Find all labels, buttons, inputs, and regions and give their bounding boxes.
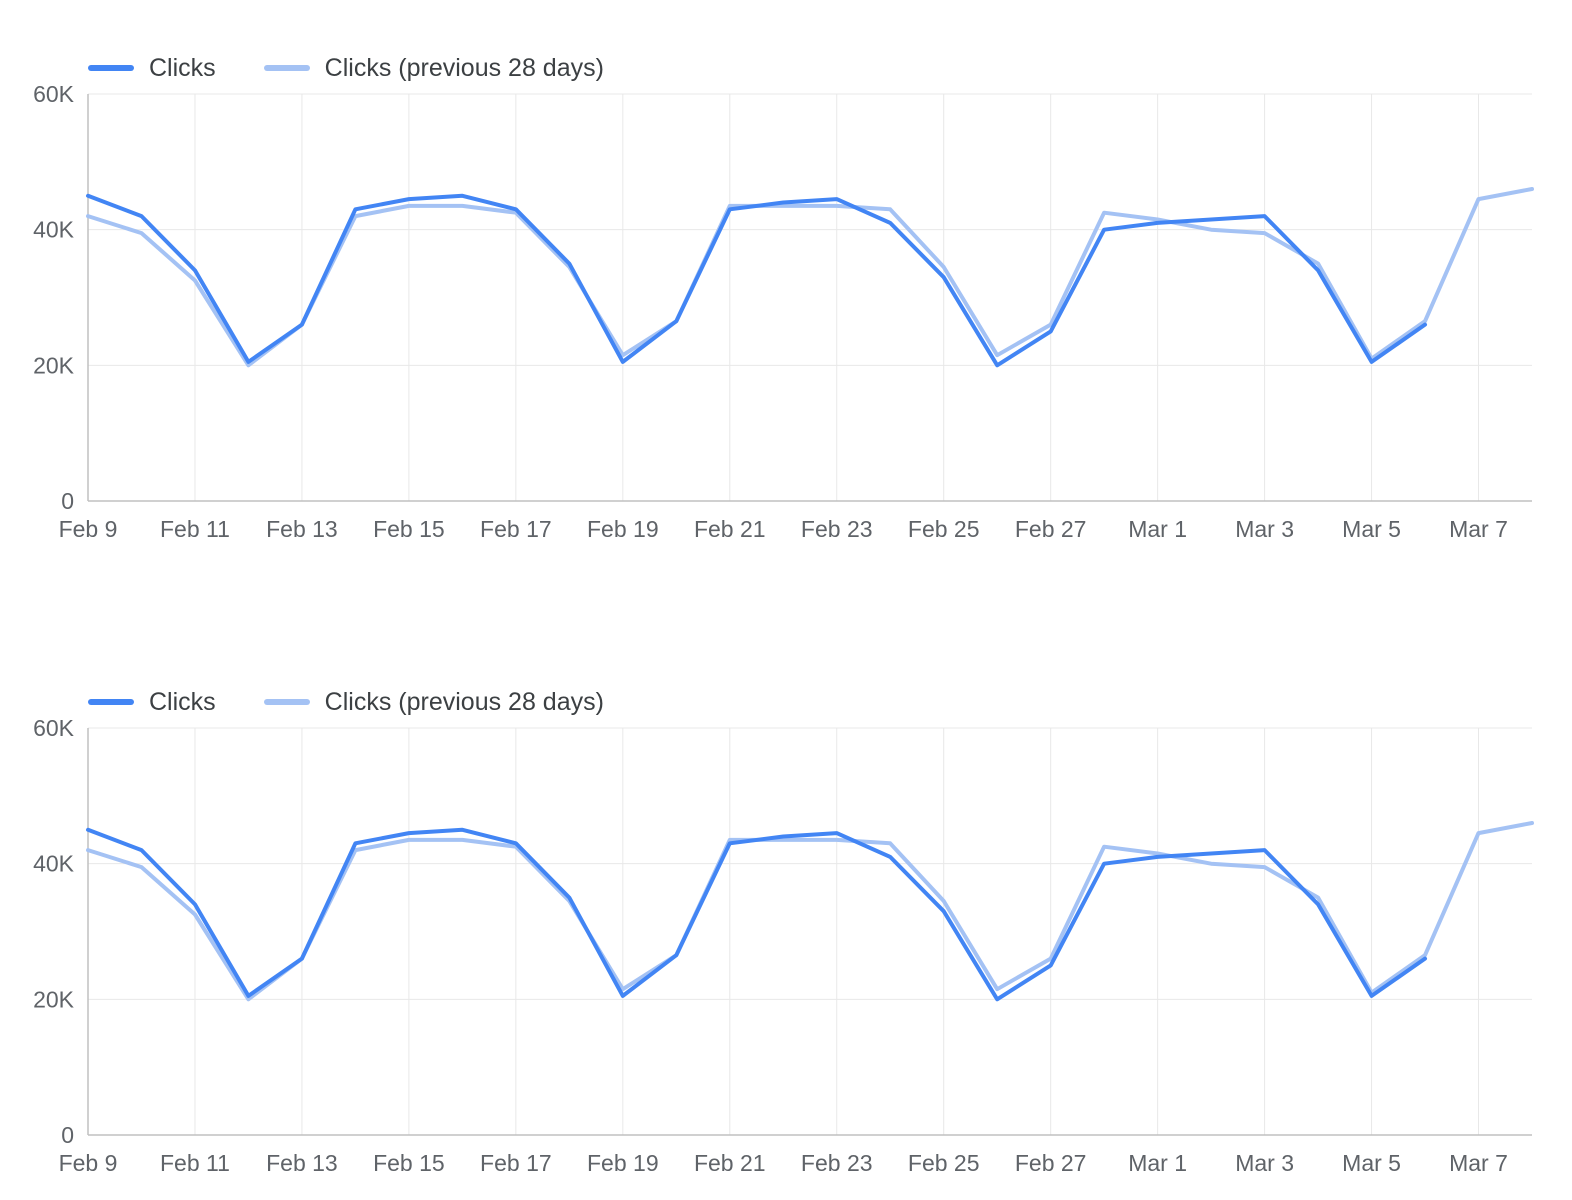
clicks-chart-bottom: Clicks Clicks (previous 28 days) 0 20K 40K 6… [0, 686, 1572, 1180]
x-axis-tick-label: Feb 19 [587, 516, 659, 542]
y-axis-tick-label: 0 [61, 488, 74, 514]
x-axis-tick-label: Feb 27 [1015, 516, 1087, 542]
legend-swatch [88, 699, 134, 705]
x-axis-tick-label: Feb 11 [160, 1150, 230, 1176]
y-axis-tick-label: 40K [33, 851, 75, 877]
clicks-chart-top: Clicks Clicks (previous 28 days) 0 20K 40K 6… [0, 52, 1572, 546]
x-axis-tick-label: Feb 25 [908, 1150, 980, 1176]
legend-item-clicks-previous: Clicks (previous 28 days) [263, 53, 604, 83]
y-axis-tick-label: 20K [33, 352, 75, 378]
legend-item-clicks: Clicks [88, 54, 216, 83]
y-axis-tick-label: 40K [33, 217, 75, 243]
x-axis-tick-label: Feb 13 [266, 516, 338, 542]
clicks-previous-line [86, 821, 1534, 1002]
x-axis-tick-label: Feb 13 [266, 1150, 338, 1176]
y-axis-tick-label: 60K [33, 84, 75, 107]
legend-label: Clicks (previous 28 days) [324, 53, 604, 82]
x-axis-tick-label: Feb 9 [59, 1150, 118, 1176]
x-axis-tick-label: Mar 1 [1128, 516, 1187, 542]
x-axis-tick-label: Mar 3 [1235, 516, 1294, 542]
x-axis-tick-label: Mar 5 [1342, 516, 1401, 542]
x-axis-tick-label: Feb 21 [694, 1150, 766, 1176]
x-axis-tick-label: Feb 21 [694, 516, 766, 542]
x-axis-tick-label: Feb 23 [801, 516, 873, 542]
legend-swatch [263, 65, 310, 71]
x-axis-tick-label: Feb 9 [59, 516, 118, 542]
legend-swatch [263, 699, 310, 705]
x-axis-tick-label: Feb 15 [373, 1150, 445, 1176]
x-axis-tick-label: Mar 5 [1342, 1150, 1401, 1176]
x-axis-tick-label: Feb 11 [160, 516, 230, 542]
x-axis-tick-label: Feb 27 [1015, 1150, 1087, 1176]
x-axis-tick-label: Feb 23 [801, 1150, 873, 1176]
chart-legend: Clicks Clicks (previous 28 days) [88, 52, 1572, 84]
legend-item-clicks-previous: Clicks (previous 28 days) [263, 687, 604, 717]
x-axis-tick-label: Mar 7 [1449, 1150, 1508, 1176]
y-axis-tick-label: 60K [33, 718, 75, 741]
legend-label: Clicks (previous 28 days) [324, 687, 604, 716]
chart-legend: Clicks Clicks (previous 28 days) [88, 686, 1572, 718]
clicks-line [86, 827, 1427, 1002]
x-axis-tick-label: Mar 1 [1128, 1150, 1187, 1176]
x-axis-tick-label: Mar 3 [1235, 1150, 1294, 1176]
x-axis-tick-label: Feb 15 [373, 516, 445, 542]
x-axis-tick-label: Feb 17 [480, 516, 552, 542]
y-axis-tick-label: 20K [33, 986, 75, 1012]
legend-label: Clicks [149, 687, 216, 716]
clicks-previous-line [86, 187, 1534, 368]
y-axis-tick-label: 0 [61, 1122, 74, 1148]
x-axis-tick-label: Feb 25 [908, 516, 980, 542]
legend-label: Clicks [149, 53, 216, 82]
clicks-line-chart[interactable]: 0 20K 40K 60K Feb 9 Feb 11 Feb 13 Feb 15 Feb 17 F… [0, 84, 1572, 546]
clicks-line [86, 193, 1427, 368]
x-axis-tick-label: Feb 17 [480, 1150, 552, 1176]
x-axis-tick-label: Mar 7 [1449, 516, 1508, 542]
clicks-line-chart[interactable]: 0 20K 40K 60K Feb 9 Feb 11 Feb 13 Feb 15 Feb 17 F… [0, 718, 1572, 1180]
legend-swatch [88, 65, 134, 71]
x-axis-tick-label: Feb 19 [587, 1150, 659, 1176]
legend-item-clicks: Clicks [88, 688, 216, 717]
